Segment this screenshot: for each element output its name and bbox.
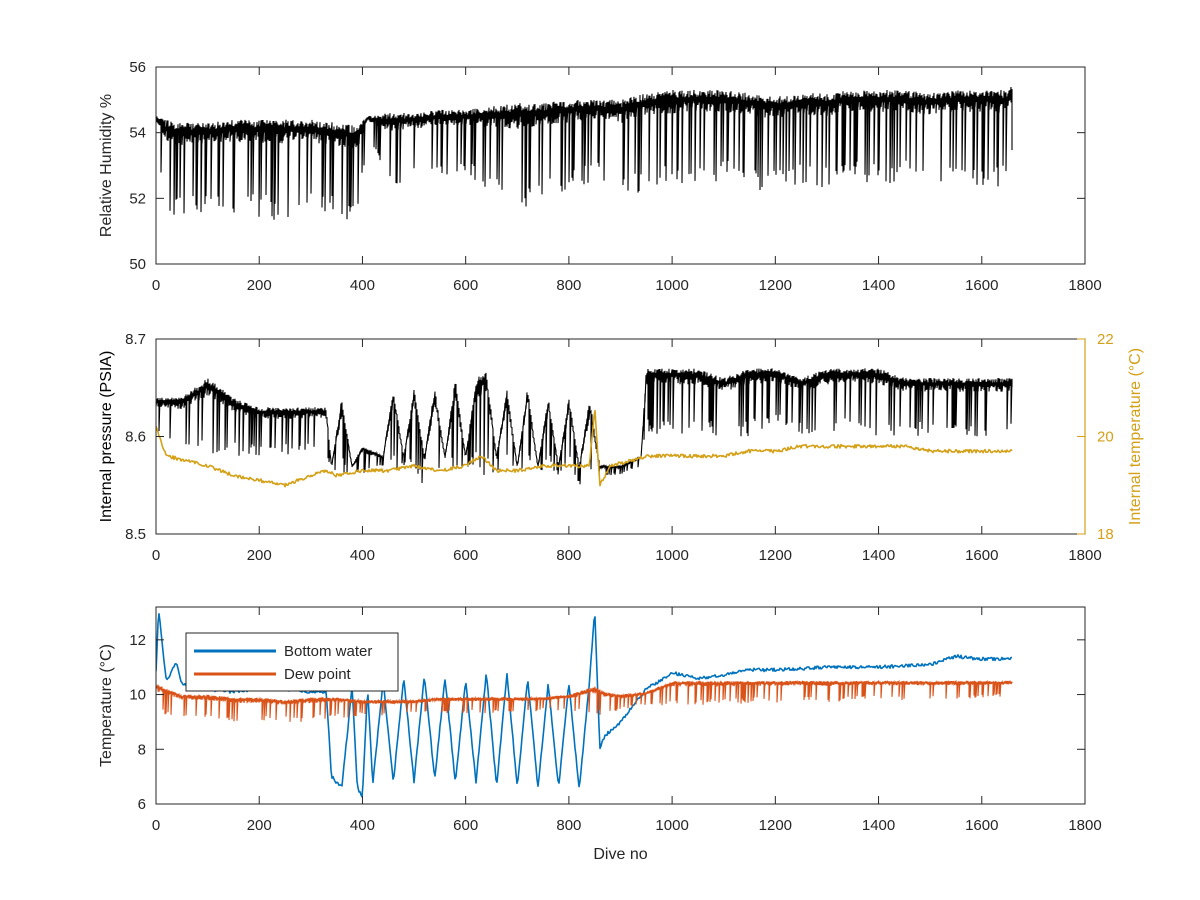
y2-tick-label: 18 <box>1097 526 1114 543</box>
legend-box <box>185 632 399 692</box>
x-tick-label: 1800 <box>1068 547 1101 564</box>
y-axis: 8.5 8.6 8.7 <box>125 331 164 543</box>
x-tick-label: 1000 <box>655 277 688 294</box>
y-tick-label: 12 <box>129 632 146 649</box>
axes-box <box>155 66 1086 265</box>
y-tick-label: 52 <box>129 190 146 207</box>
series-2 <box>156 409 1013 488</box>
x-tick-label: 1200 <box>759 277 792 294</box>
x-tick-label: 200 <box>247 547 272 564</box>
series-dew-point <box>156 679 1013 722</box>
y-axis: 50 52 54 56 <box>129 59 1085 273</box>
x-tick-label: 1600 <box>965 547 998 564</box>
y-tick-label: 8 <box>138 741 146 758</box>
series-line <box>156 409 1013 488</box>
y2-tick-label: 20 <box>1097 429 1114 446</box>
series-line <box>156 368 1013 485</box>
x-tick-label: 0 <box>152 817 160 834</box>
x-tick-label: 1200 <box>759 817 792 834</box>
x-tick-label: 600 <box>453 547 478 564</box>
x-axis: 0 200 400 600 800 1000 1200 1400 1600 1800 <box>152 67 1102 294</box>
x-tick-label: 1400 <box>862 817 895 834</box>
y-tick-label: 50 <box>129 256 146 273</box>
y-tick-label: 56 <box>129 59 146 76</box>
legend-entry: Dew point <box>284 666 352 683</box>
x-tick-label: 1000 <box>655 817 688 834</box>
y-axis: 6 8 10 12 <box>129 632 1085 813</box>
x-axis: 0 200 400 600 800 1000 1200 1400 1600 1800 <box>152 607 1102 834</box>
x-tick-label: 200 <box>247 277 272 294</box>
y-axis-label: Temperature (°C) <box>98 644 115 767</box>
chart-panel-3: 0 200 400 600 800 1000 1200 1400 1600 1800 6 8 10 12 T… <box>98 606 1102 863</box>
x-axis-label: Dive no <box>593 846 647 863</box>
x-tick-label: 200 <box>247 817 272 834</box>
series-1 <box>156 86 1013 220</box>
x-tick-label: 1400 <box>862 547 895 564</box>
axes-box <box>155 606 1086 805</box>
series-line <box>156 679 1013 722</box>
plot-area <box>156 368 1013 488</box>
y-tick-label: 6 <box>138 796 146 813</box>
x-axis: 0 200 400 600 800 1000 1200 1400 1600 1800 <box>152 339 1102 564</box>
plot-area <box>156 86 1013 220</box>
x-tick-label: 600 <box>453 277 478 294</box>
x-tick-label: 600 <box>453 817 478 834</box>
chart-panel-1: 0 200 400 600 800 1000 1200 1400 1600 18005052545… <box>98 59 1102 294</box>
y-tick-label: 8.6 <box>125 429 146 446</box>
x-tick-label: 400 <box>350 547 375 564</box>
x-tick-label: 400 <box>350 817 375 834</box>
x-tick-label: 400 <box>350 277 375 294</box>
y2-axis-label: Internal temperature (°C) <box>1127 348 1144 525</box>
y2-axis: 18 20 22 Internal temperature (°C) <box>1077 331 1144 543</box>
x-tick-label: 1800 <box>1068 277 1101 294</box>
x-tick-label: 1600 <box>965 817 998 834</box>
x-tick-label: 1600 <box>965 277 998 294</box>
x-tick-label: 0 <box>152 547 160 564</box>
x-tick-label: 800 <box>556 817 581 834</box>
x-tick-label: 1400 <box>862 277 895 294</box>
y-tick-label: 10 <box>129 687 146 704</box>
y2-tick-label: 22 <box>1097 331 1114 348</box>
x-tick-label: 1800 <box>1068 817 1101 834</box>
y-tick-label: 54 <box>129 125 146 142</box>
chart-panel-2: 0 200 400 600 800 1000 1200 1400 1600 18008.58.68… <box>98 331 1144 564</box>
x-tick-label: 1200 <box>759 547 792 564</box>
y-axis-label: Relative Humidity % <box>98 94 115 237</box>
x-tick-label: 0 <box>152 277 160 294</box>
y-axis-label: Internal pressure (PSIA) <box>98 351 115 523</box>
y-tick-label: 8.5 <box>125 526 146 543</box>
y-tick-label: 8.7 <box>125 331 146 348</box>
series-1 <box>156 368 1013 485</box>
legend-entry: Bottom water <box>284 643 372 660</box>
legend: Bottom water Dew point <box>185 632 399 692</box>
series-line <box>156 86 1013 220</box>
x-tick-label: 1000 <box>655 547 688 564</box>
x-tick-label: 800 <box>556 547 581 564</box>
axes-box <box>155 338 1086 535</box>
x-tick-label: 800 <box>556 277 581 294</box>
